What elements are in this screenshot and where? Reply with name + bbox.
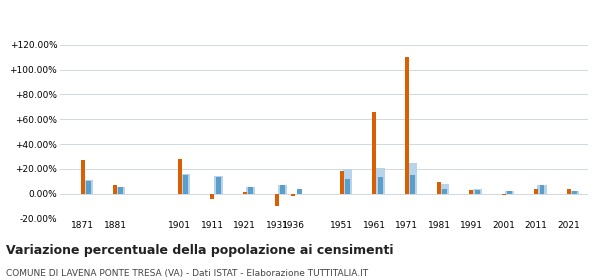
Bar bbox=[215, 178, 221, 193]
Legend: Lavena Ponte Tresa, Provincia di VA, Lombardia: Lavena Ponte Tresa, Provincia di VA, Lom… bbox=[143, 0, 505, 3]
Bar bbox=[475, 190, 480, 193]
Bar bbox=[116, 187, 125, 193]
Bar bbox=[469, 190, 473, 193]
Bar bbox=[275, 193, 279, 206]
Bar bbox=[242, 192, 247, 193]
Bar bbox=[296, 189, 302, 193]
Bar bbox=[280, 185, 286, 193]
Bar bbox=[246, 187, 255, 193]
Bar bbox=[376, 167, 385, 193]
Bar bbox=[437, 183, 441, 193]
Bar bbox=[183, 175, 188, 193]
Bar bbox=[178, 159, 182, 193]
Bar bbox=[214, 176, 223, 193]
Bar bbox=[410, 175, 415, 193]
Bar bbox=[440, 184, 449, 193]
Bar bbox=[343, 169, 352, 193]
Bar bbox=[118, 187, 124, 193]
Bar bbox=[539, 185, 544, 193]
Bar bbox=[502, 193, 506, 195]
Bar bbox=[408, 163, 417, 193]
Bar bbox=[345, 179, 350, 193]
Bar bbox=[291, 193, 295, 196]
Bar bbox=[404, 57, 409, 193]
Bar bbox=[534, 189, 538, 193]
Bar bbox=[84, 180, 93, 193]
Bar bbox=[442, 189, 448, 193]
Bar bbox=[81, 160, 85, 193]
Bar bbox=[372, 112, 376, 193]
Bar bbox=[473, 189, 482, 193]
Text: Variazione percentuale della popolazione ai censimenti: Variazione percentuale della popolazione… bbox=[6, 244, 394, 256]
Bar bbox=[566, 189, 571, 193]
Bar bbox=[505, 191, 514, 193]
Bar bbox=[377, 178, 383, 193]
Bar bbox=[507, 191, 512, 193]
Bar bbox=[570, 191, 579, 193]
Bar bbox=[211, 193, 214, 199]
Bar bbox=[248, 187, 253, 193]
Bar bbox=[86, 181, 91, 193]
Bar bbox=[340, 171, 344, 193]
Bar bbox=[538, 185, 547, 193]
Bar bbox=[572, 191, 577, 193]
Bar bbox=[278, 185, 287, 193]
Bar bbox=[181, 174, 190, 193]
Bar bbox=[113, 185, 117, 193]
Text: COMUNE DI LAVENA PONTE TRESA (VA) - Dati ISTAT - Elaborazione TUTTITALIA.IT: COMUNE DI LAVENA PONTE TRESA (VA) - Dati… bbox=[6, 269, 368, 278]
